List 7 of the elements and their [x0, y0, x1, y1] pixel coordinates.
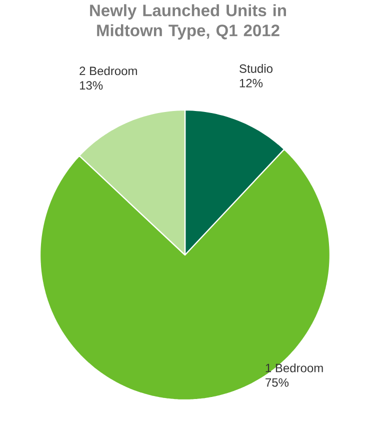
slice-label: 1 Bedroom: [266, 363, 323, 372]
data-label: 13%: [80, 81, 103, 90]
chart-title: Newly Launched Units in Midtown Type, Q1 2012: [90, 4, 286, 40]
slice-label: 2 Bedroom: [80, 66, 137, 76]
data-label: 12%: [240, 78, 263, 88]
slice-label: Studio: [240, 64, 272, 73]
data-label: 75%: [266, 378, 289, 387]
